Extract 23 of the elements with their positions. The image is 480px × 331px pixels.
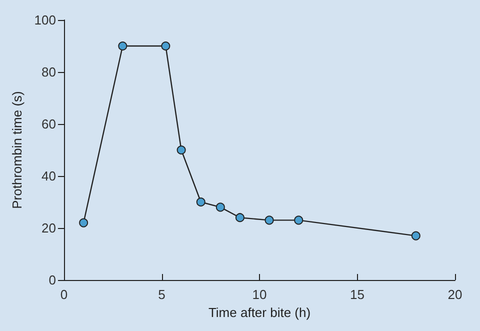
point [294,216,304,225]
y-tick-label: 20 [42,220,56,236]
point [196,198,206,206]
y-tick-label: 80 [42,64,56,80]
y-tick-label: 0 [48,272,56,288]
point [176,146,186,154]
y-tick-label: 60 [42,116,56,132]
point [79,218,88,228]
point [264,216,274,225]
point [161,42,170,50]
x-tick-label: 15 [350,287,364,302]
y-tick-label: 100 [34,12,56,28]
y-axis-title: Prothrombin time (s) [9,91,24,209]
x-axis-title: Time after bite (h) [208,305,311,320]
point [235,213,244,222]
x-tick-label: 10 [252,287,267,302]
x-tick-label: 5 [158,287,166,302]
x-tick-label: 0 [60,287,68,302]
y-tick-label: 40 [42,168,56,184]
point [411,231,420,240]
point [216,202,225,212]
point [118,42,128,50]
x-tick-label: 20 [448,287,462,302]
